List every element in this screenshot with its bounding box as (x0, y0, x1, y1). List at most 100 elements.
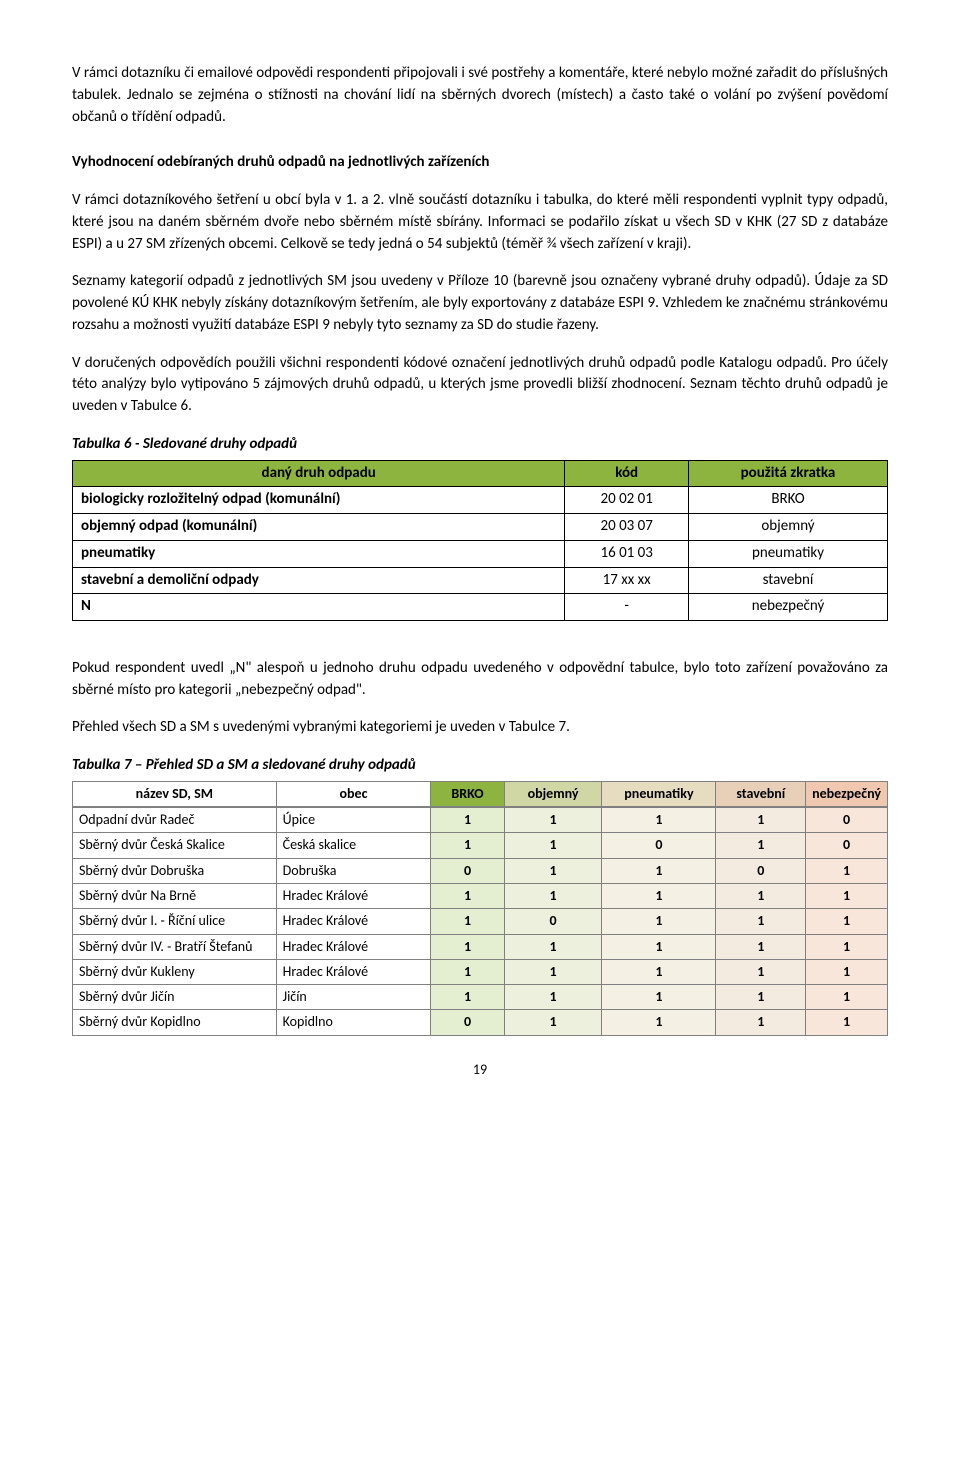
t7-neb: 1 (806, 858, 888, 883)
para-5: Pokud respondent uvedl „N" alespoň u jed… (72, 658, 888, 702)
t7-brko: 1 (431, 934, 504, 959)
t7-neb: 0 (806, 807, 888, 833)
t7-name: Sběrný dvůr Dobruška (73, 858, 277, 883)
t7-neb: 1 (806, 909, 888, 934)
table6-title: Tabulka 6 - Sledované druhy odpadů (72, 434, 888, 456)
t7-obec: Jičín (276, 985, 431, 1010)
t7-obec: Hradec Králové (276, 883, 431, 908)
t7-h-pneu: pneumatiky (602, 781, 716, 807)
t7-name: Sběrný dvůr Na Brně (73, 883, 277, 908)
table-row: objemný odpad (komunální) 20 03 07 objem… (73, 514, 888, 541)
t7-obj: 1 (504, 883, 602, 908)
t7-pneu: 1 (602, 1010, 716, 1035)
t6-h1: daný druh odpadu (73, 460, 565, 487)
para-2: V rámci dotazníkového šetření u obcí byl… (72, 190, 888, 255)
t7-stav: 0 (716, 858, 806, 883)
t6-r5c1: N (81, 597, 91, 615)
t7-brko: 1 (431, 909, 504, 934)
t6-r4c3: stavební (688, 567, 887, 594)
t7-brko: 1 (431, 807, 504, 833)
para-4: V doručených odpovědích použili všichni … (72, 353, 888, 418)
t7-name: Sběrný dvůr Kopidlno (73, 1010, 277, 1035)
t6-r4c2: 17 xx xx (565, 567, 689, 594)
t7-name: Sběrný dvůr Česká Skalice (73, 833, 277, 858)
t7-h-obec: obec (276, 781, 431, 807)
t7-neb: 1 (806, 985, 888, 1010)
page-number: 19 (72, 1060, 888, 1080)
para-3: Seznamy kategorií odpadů z jednotlivých … (72, 271, 888, 336)
heading-vyhodnoceni: Vyhodnocení odebíraných druhů odpadů na … (72, 152, 888, 174)
t7-name: Sběrný dvůr Kukleny (73, 959, 277, 984)
t6-r2c3: objemný (688, 514, 887, 541)
t7-brko: 1 (431, 985, 504, 1010)
t7-pneu: 0 (602, 833, 716, 858)
t7-brko: 0 (431, 858, 504, 883)
t7-name: Sběrný dvůr I. - Říční ulice (73, 909, 277, 934)
table-row: Sběrný dvůr I. - Říční uliceHradec Králo… (73, 909, 888, 934)
t7-name: Sběrný dvůr Jičín (73, 985, 277, 1010)
t7-stav: 1 (716, 833, 806, 858)
t7-h-obj: objemný (504, 781, 602, 807)
table-row: biologicky rozložitelný odpad (komunální… (73, 487, 888, 514)
para-6: Přehled všech SD a SM s uvedenými vybran… (72, 717, 888, 739)
t7-obec: Dobruška (276, 858, 431, 883)
table-row: N - nebezpečný (73, 594, 888, 621)
t7-pneu: 1 (602, 985, 716, 1010)
t7-brko: 1 (431, 883, 504, 908)
t7-h-neb: nebezpečný (806, 781, 888, 807)
table-row: Sběrný dvůr JičínJičín11111 (73, 985, 888, 1010)
table7: název SD, SM obec BRKO objemný pneumatik… (72, 781, 888, 1036)
t7-stav: 1 (716, 959, 806, 984)
t7-h-name: název SD, SM (73, 781, 277, 807)
t7-obec: Kopidlno (276, 1010, 431, 1035)
t7-obec: Úpice (276, 807, 431, 833)
t7-pneu: 1 (602, 909, 716, 934)
t6-r5c3: nebezpečný (688, 594, 887, 621)
table-row: Sběrný dvůr IV. - Bratří ŠtefanůHradec K… (73, 934, 888, 959)
t7-obj: 1 (504, 858, 602, 883)
t6-r3c3: pneumatiky (688, 540, 887, 567)
t6-r3c1: pneumatiky (81, 544, 155, 562)
table-row: Sběrný dvůr KuklenyHradec Králové11111 (73, 959, 888, 984)
t7-name: Sběrný dvůr IV. - Bratří Štefanů (73, 934, 277, 959)
t7-obec: Česká skalice (276, 833, 431, 858)
t7-h-brko: BRKO (431, 781, 504, 807)
t7-stav: 1 (716, 1010, 806, 1035)
t7-obj: 1 (504, 1010, 602, 1035)
t7-neb: 1 (806, 883, 888, 908)
t7-name: Odpadní dvůr Radeč (73, 807, 277, 833)
t6-h3: použitá zkratka (688, 460, 887, 487)
t7-obec: Hradec Králové (276, 934, 431, 959)
table6: daný druh odpadu kód použitá zkratka bio… (72, 460, 888, 622)
table-row: Sběrný dvůr Česká SkaliceČeská skalice 1 1… (73, 833, 888, 858)
t7-h-stav: stavební (716, 781, 806, 807)
t6-r1c1: biologicky rozložitelný odpad (komunální… (81, 490, 340, 508)
t7-stav: 1 (716, 883, 806, 908)
t7-obj: 0 (504, 909, 602, 934)
t7-brko: 1 (431, 959, 504, 984)
table7-title: Tabulka 7 – Přehled SD a SM a sledované … (72, 755, 888, 777)
t6-h2: kód (565, 460, 689, 487)
table-row: Sběrný dvůr DobruškaDobruška01101 (73, 858, 888, 883)
t7-obj: 1 (504, 934, 602, 959)
t6-r2c1: objemný odpad (komunální) (81, 517, 257, 535)
t7-pneu: 1 (602, 959, 716, 984)
table-row: Odpadní dvůr RadečÚpice11110 (73, 807, 888, 833)
t7-obj: 1 (504, 833, 602, 858)
t7-obj: 1 (504, 807, 602, 833)
t7-pneu: 1 (602, 858, 716, 883)
t7-stav: 1 (716, 985, 806, 1010)
table-row: Sběrný dvůr KopidlnoKopidlno01111 (73, 1010, 888, 1035)
t7-stav: 1 (716, 807, 806, 833)
t6-r3c2: 16 01 03 (565, 540, 689, 567)
t7-neb: 1 (806, 1010, 888, 1035)
t7-pneu: 1 (602, 807, 716, 833)
t7-obj: 1 (504, 959, 602, 984)
t6-r4c1: stavební a demoliční odpady (81, 571, 259, 589)
t6-r1c3: BRKO (688, 487, 887, 514)
t7-neb: 1 (806, 959, 888, 984)
t6-r5c2: - (565, 594, 689, 621)
table-row: Sběrný dvůr Na BrněHradec Králové11111 (73, 883, 888, 908)
t6-r2c2: 20 03 07 (565, 514, 689, 541)
t7-brko: 0 (431, 1010, 504, 1035)
